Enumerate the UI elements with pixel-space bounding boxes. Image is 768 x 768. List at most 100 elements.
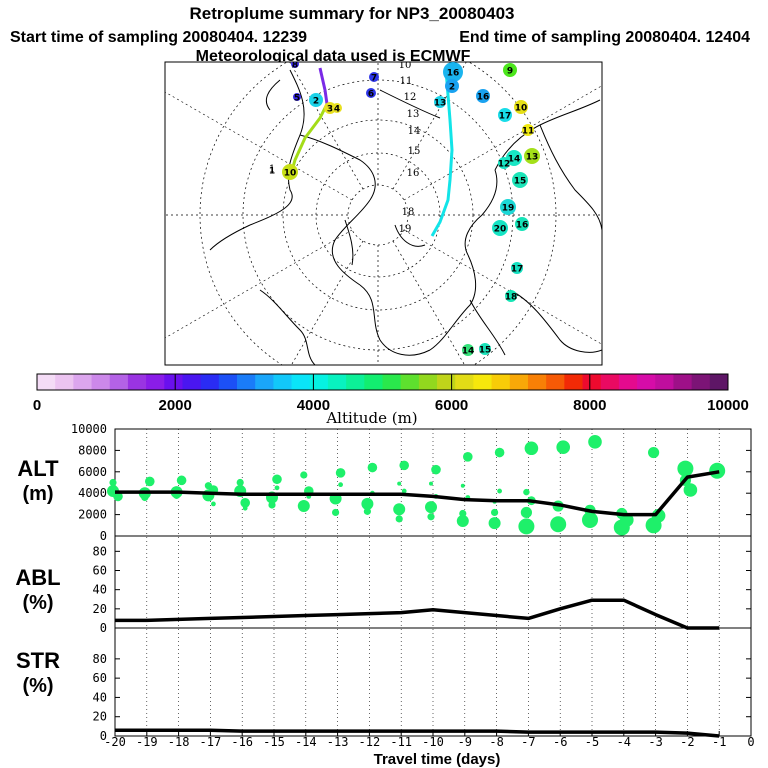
colorbar-tick-label: 10000 (707, 397, 749, 414)
map-time-label: 15 (479, 343, 492, 356)
alt-cluster-point (523, 488, 530, 496)
alt-cluster-point (272, 474, 282, 485)
map-time-label: 8 (291, 61, 299, 71)
abl-line (115, 598, 720, 630)
meridian-line (165, 91, 353, 201)
x-axis-label: Travel time (days) (374, 751, 501, 768)
alt-cluster-point (497, 488, 502, 494)
colorbar-swatch (564, 374, 583, 390)
svg-text:16: 16 (516, 221, 529, 231)
alt-cluster-point (651, 508, 666, 523)
y-tick-label: 0 (100, 621, 107, 635)
alt-cluster-point (393, 503, 406, 516)
y-tick-label: 60 (93, 564, 107, 578)
colorbar-tick-label: 4000 (297, 397, 330, 414)
map-time-label: 1 (269, 167, 275, 177)
alt-cluster-point (460, 483, 465, 488)
colorbar-swatch (73, 374, 92, 390)
colorbar-swatch (146, 374, 165, 390)
map-day-label: 11 (400, 76, 413, 87)
start-time-text: Start time of sampling 20080404. 12239 (10, 29, 307, 46)
map-time-label: 17 (498, 108, 512, 122)
alt-cluster-point (300, 471, 308, 479)
x-tick-label: -10 (422, 735, 444, 749)
svg-text:15: 15 (514, 177, 527, 187)
colorbar-border (36, 373, 729, 391)
svg-text:15: 15 (479, 346, 492, 356)
alt-cluster-point (367, 462, 378, 473)
colorbar-swatch (364, 374, 383, 390)
x-tick-label: -16 (231, 735, 253, 749)
map-day-label: 16 (407, 168, 420, 179)
y-tick-label: 4000 (78, 486, 107, 500)
alt-cluster-point (463, 452, 473, 462)
alt-unit-label: (m) (22, 483, 53, 505)
svg-text:7: 7 (371, 74, 377, 84)
colorbar-tick-label: 0 (33, 397, 41, 414)
colorbar-swatch (509, 374, 529, 390)
map-time-label: 2 (445, 79, 459, 93)
colorbar-swatch (164, 374, 183, 390)
colorbar-swatch (655, 374, 674, 390)
str-line (115, 728, 720, 738)
svg-text:16: 16 (477, 93, 490, 103)
alt-cluster-point (556, 440, 570, 454)
alt-cluster-point (520, 506, 533, 519)
alt-cluster-point (268, 501, 276, 509)
colorbar-swatch (273, 374, 292, 390)
svg-text:11: 11 (522, 127, 535, 137)
colorbar-swatch (127, 374, 147, 390)
alt-cluster-point (297, 500, 310, 513)
svg-text:17: 17 (499, 112, 512, 122)
map-time-label: 16 (476, 89, 490, 103)
meridian-line (403, 229, 602, 345)
x-tick-label: -6 (553, 735, 567, 749)
alt-cluster-point (176, 475, 187, 486)
vertical-gridlines (114, 429, 752, 736)
alt-cluster-point (395, 515, 403, 523)
x-tick-label: 0 (747, 735, 754, 749)
svg-text:8: 8 (292, 61, 298, 71)
y-tick-label: 10000 (71, 422, 107, 436)
colorbar-swatch (200, 374, 220, 390)
alt-cluster-point (459, 509, 467, 518)
y-tick-label: 8000 (78, 443, 107, 457)
svg-text:3: 3 (327, 105, 333, 115)
map-day-label: 13 (407, 109, 420, 120)
alt-cluster-point (425, 501, 437, 514)
map-day-label: 18 (402, 207, 415, 218)
colorbar-swatch (673, 374, 693, 390)
alt-cluster-point (236, 478, 244, 487)
svg-text:14: 14 (462, 347, 475, 357)
colorbar-swatch (109, 374, 129, 390)
figure-title: Retroplume summary for NP3_20080403 (189, 4, 514, 23)
colorbar-swatch (255, 374, 274, 390)
colorbar-swatch (182, 374, 202, 390)
map-time-label: 14 (506, 150, 522, 166)
met-data-text: Meteorological data used is ECMWF (196, 48, 471, 65)
colorbar-swatch (546, 374, 565, 390)
str-unit-label: (%) (22, 675, 53, 697)
colorbar-swatch (618, 374, 638, 390)
map-time-label: 20 (492, 220, 508, 236)
colorbar-swatch (309, 374, 329, 390)
colorbar-swatch (400, 374, 420, 390)
alt-cluster-point (242, 505, 248, 511)
map-day-label: 1 (269, 164, 275, 175)
colorbar-swatch (346, 374, 365, 390)
colorbar (36, 373, 729, 391)
alt-cluster-point (494, 447, 505, 458)
alt-cluster-point (401, 488, 407, 494)
x-tick-label: -20 (104, 735, 126, 749)
colorbar-tick-label: 6000 (435, 397, 468, 414)
alt-cluster-point (456, 515, 469, 528)
alt-clusters (107, 435, 726, 536)
meridian-line (392, 62, 467, 190)
svg-text:1: 1 (269, 167, 275, 177)
x-tick-label: -8 (489, 735, 503, 749)
x-tick-label: -4 (617, 735, 631, 749)
map-time-label: 16 (443, 62, 463, 82)
alt-cluster-point (491, 508, 499, 517)
